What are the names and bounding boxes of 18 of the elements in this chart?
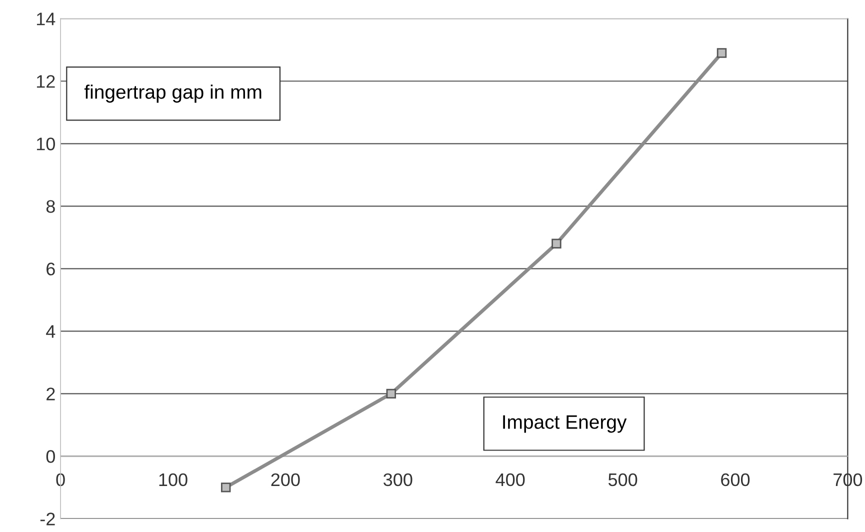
x-tick-label: 0 [56, 473, 65, 486]
y-tick-label: -2 [40, 512, 55, 526]
x-axis-title: Impact Energy [503, 415, 627, 433]
y-tick-label: 14 [36, 12, 56, 26]
y-tick-label: 6 [46, 262, 55, 276]
y-tick-label: 12 [36, 75, 55, 88]
y-tick-label: 0 [46, 450, 55, 463]
y-tick-label: 2 [46, 388, 55, 400]
y-axis-title: fingertrap gap in mm [84, 84, 262, 103]
x-tick-label: 200 [271, 473, 300, 486]
x-tick-label: 300 [384, 473, 412, 486]
y-tick-label: 4 [46, 325, 56, 338]
x-tick-label: 500 [608, 473, 638, 486]
x-tick-label: 100 [159, 473, 188, 486]
x-tick-label: 400 [496, 473, 525, 486]
y-tick-label: 8 [46, 200, 55, 213]
x-tick-label: 600 [721, 473, 750, 486]
y-tick-label: 10 [36, 138, 55, 150]
